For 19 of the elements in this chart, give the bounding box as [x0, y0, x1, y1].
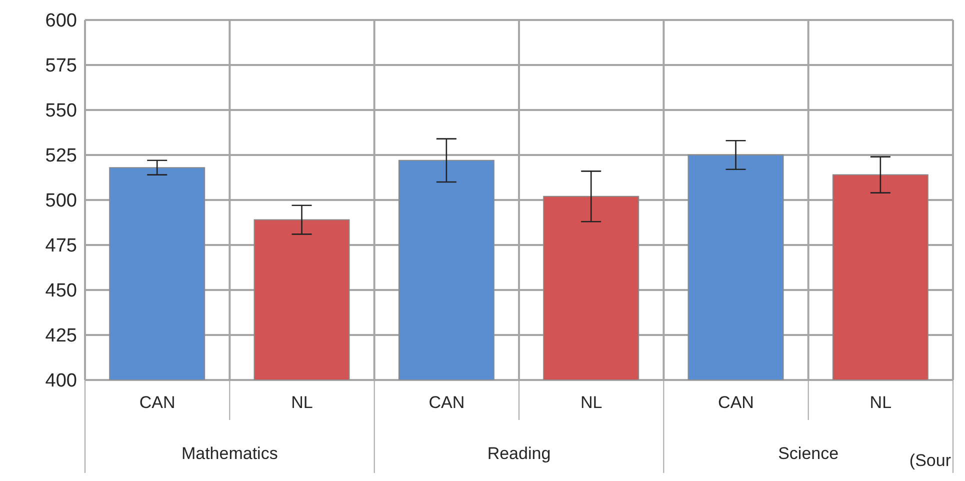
- y-tick-label: 400: [45, 370, 77, 392]
- y-tick-label: 575: [45, 56, 77, 77]
- y-tick-label: 525: [45, 146, 77, 167]
- y-tick-label: 600: [45, 10, 77, 32]
- y-tick-label: 475: [45, 236, 77, 257]
- x-tick-label: NL: [870, 393, 892, 412]
- y-tick-label: 425: [45, 326, 77, 347]
- text: Science: [778, 444, 839, 463]
- text: Reading: [487, 444, 551, 463]
- text: (Sour: [909, 451, 951, 471]
- x-tick-label: CAN: [718, 393, 754, 412]
- y-tick-label: 550: [45, 100, 77, 122]
- y-tick-label: 450: [45, 280, 77, 302]
- x-tick-label: CAN: [139, 393, 176, 412]
- x-tick-label: CAN: [428, 393, 465, 412]
- y-tick-label: 500: [45, 190, 77, 212]
- x-tick-label: NL: [291, 393, 313, 412]
- text: Mathematics: [181, 444, 278, 463]
- x-tick-label: NL: [580, 393, 602, 412]
